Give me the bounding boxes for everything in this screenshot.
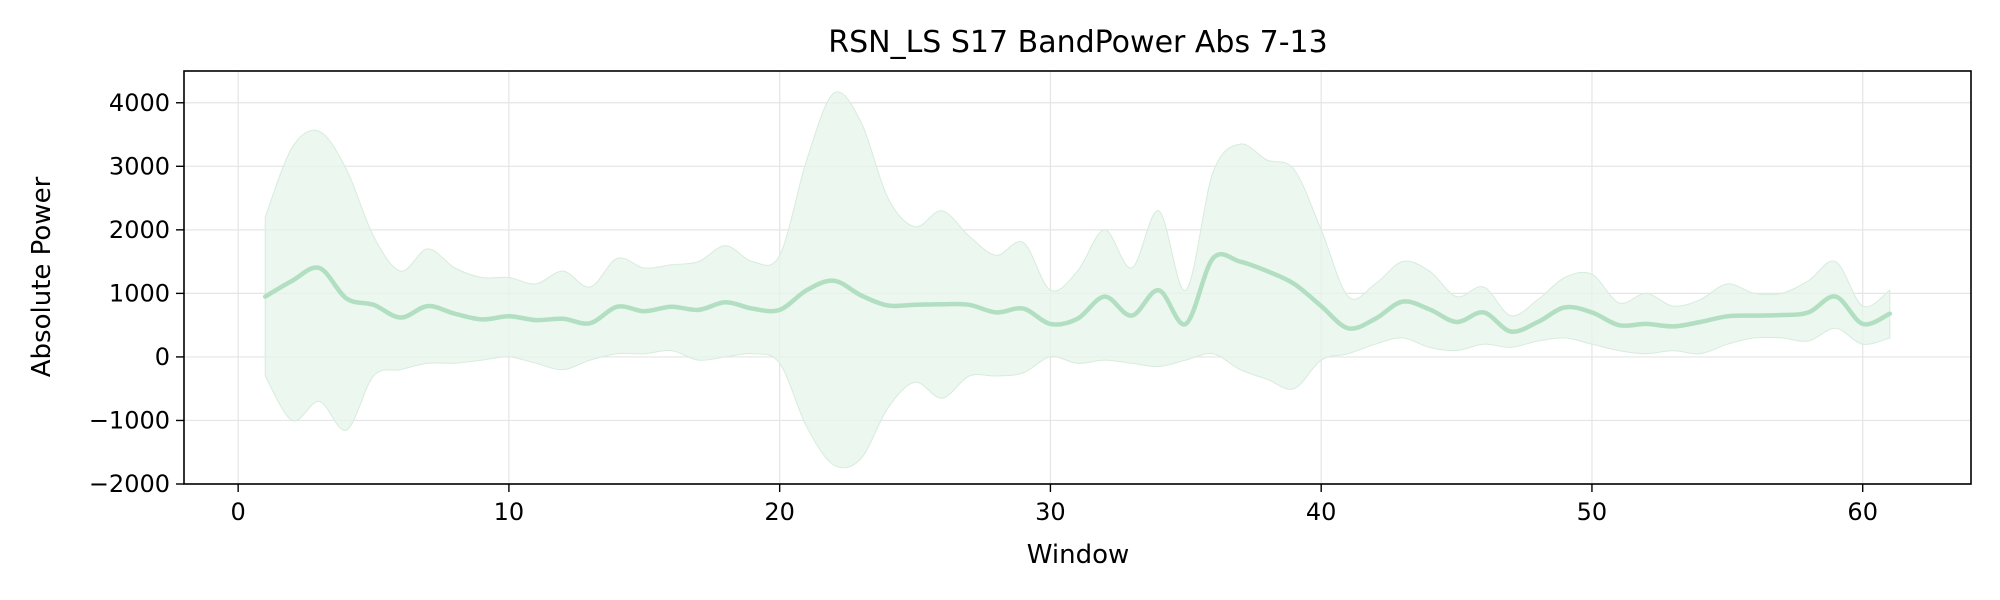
y-axis: −2000 −1000 0 1000 2000 3000 4000	[89, 89, 184, 498]
x-axis-label: Window	[1027, 540, 1130, 570]
x-axis: 0 10 20 30 40 50 60	[231, 484, 1878, 526]
y-tick-label: 0	[155, 343, 170, 371]
x-tick-label: 20	[764, 498, 795, 526]
mean-line	[262, 252, 1893, 334]
x-tick-label: 10	[494, 498, 525, 526]
y-axis-label: Absolute Power	[27, 176, 57, 377]
y-tick-label: 1000	[109, 279, 170, 307]
y-tick-label: −2000	[89, 470, 170, 498]
axes-frame	[183, 70, 1972, 485]
y-tick-label: −1000	[89, 406, 170, 434]
y-tick-label: 4000	[109, 89, 170, 117]
y-tick-label: 2000	[109, 216, 170, 244]
plot-area	[262, 91, 1893, 469]
x-tick-label: 60	[1847, 498, 1878, 526]
x-tick-label: 0	[231, 498, 246, 526]
y-tick-label: 3000	[109, 152, 170, 180]
x-tick-label: 50	[1577, 498, 1608, 526]
x-tick-label: 30	[1035, 498, 1066, 526]
std-band-area	[264, 91, 1891, 469]
chart-title: RSN_LS S17 BandPower Abs 7-13	[828, 25, 1327, 60]
x-tick-label: 40	[1306, 498, 1337, 526]
